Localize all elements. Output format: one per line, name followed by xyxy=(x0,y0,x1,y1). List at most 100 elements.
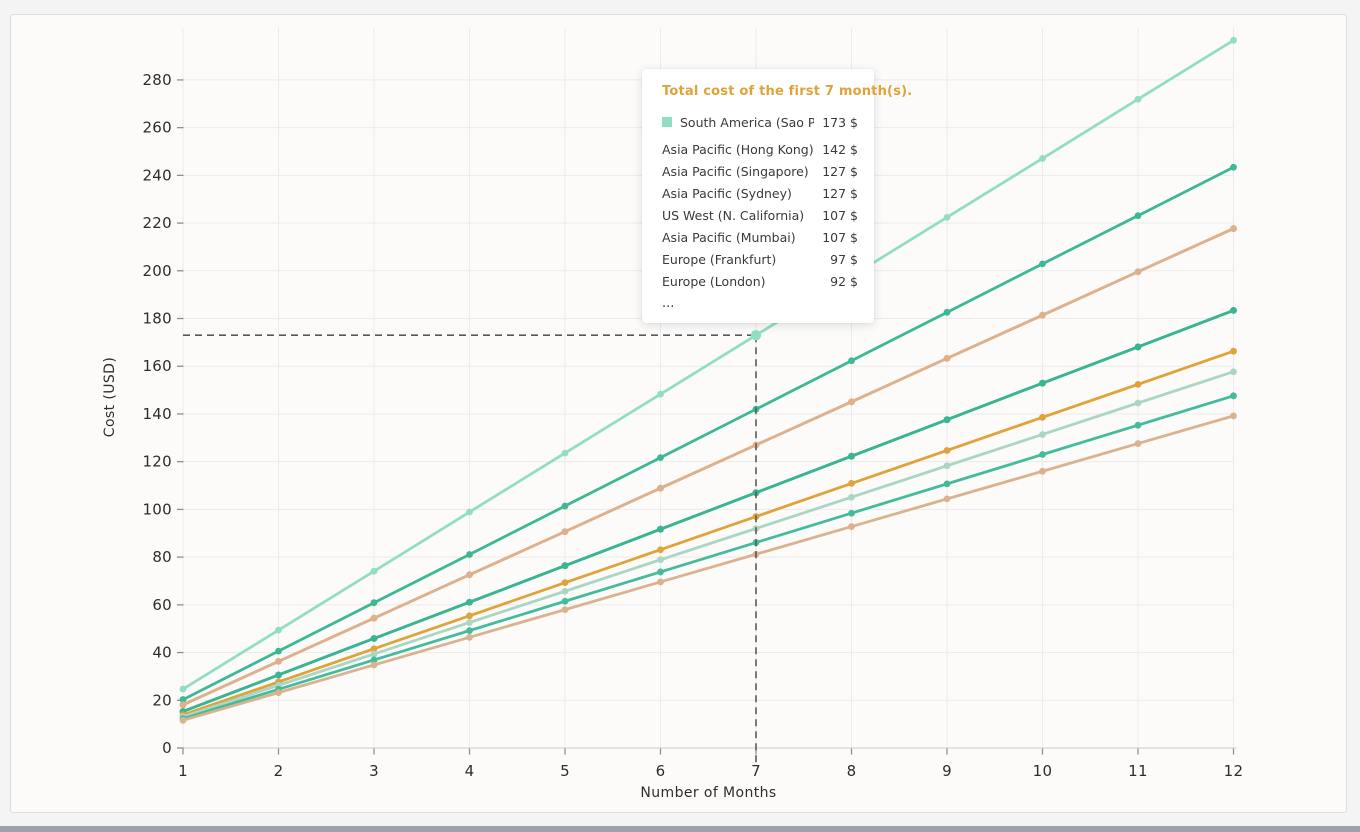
x-tick-label: 10 xyxy=(1033,762,1053,780)
tooltip-row-label: Asia Pacific (Sydney) xyxy=(662,185,792,201)
y-tick-label: 60 xyxy=(152,596,172,614)
tooltip-row-value: 142 $ xyxy=(822,141,858,157)
y-tick-label: 180 xyxy=(142,310,172,328)
series-point xyxy=(561,449,569,457)
series-point xyxy=(1134,440,1142,447)
y-tick-label: 20 xyxy=(152,691,172,709)
series-point xyxy=(370,567,378,575)
series-point xyxy=(1230,307,1237,314)
series-point xyxy=(1134,268,1142,276)
series-point xyxy=(848,398,855,406)
tooltip-row-value: 127 $ xyxy=(822,185,858,201)
series-point xyxy=(561,528,569,535)
series-point xyxy=(943,495,951,503)
y-tick-label: 280 xyxy=(142,71,172,89)
tooltip-rows: South America (Sao Paulo) 173 $ Asia Pacif… xyxy=(662,111,858,292)
series-point xyxy=(179,701,187,709)
tooltip-row-label: Asia Pacific (Hong Kong) xyxy=(662,141,814,157)
x-tick-label: 6 xyxy=(656,762,666,780)
tooltip-row-label: Europe (London) xyxy=(662,273,766,289)
series-point xyxy=(848,452,855,460)
y-tick-label: 220 xyxy=(142,214,172,232)
y-tick-label: 160 xyxy=(142,357,172,375)
series-point xyxy=(561,562,569,570)
x-tick-label: 11 xyxy=(1128,762,1148,780)
x-tick-label: 9 xyxy=(942,762,952,780)
series-point xyxy=(943,416,951,424)
series-line-9 xyxy=(181,414,1235,722)
tooltip-row-label: Asia Pacific (Singapore) xyxy=(662,163,809,179)
series-point xyxy=(179,685,187,693)
tooltip-more-indicator: ... xyxy=(662,296,675,311)
tooltip-row: Asia Pacific (Singapore) 127 $ xyxy=(662,160,858,182)
tooltip-row-value: 92 $ xyxy=(830,273,858,289)
series-point xyxy=(466,612,473,620)
series-swatch-icon xyxy=(662,117,672,127)
series-point xyxy=(466,551,473,558)
series-point xyxy=(1039,379,1046,387)
tooltip-row-value: 97 $ xyxy=(830,251,858,267)
series-point xyxy=(1230,412,1237,420)
tooltip-row-label: South America (Sao Paulo) xyxy=(680,114,815,130)
x-tick-label: 3 xyxy=(369,762,379,780)
series-point xyxy=(657,525,664,533)
x-axis-title: Number of Months xyxy=(640,785,777,801)
series-line-1 xyxy=(181,165,1235,701)
series-point xyxy=(657,390,664,398)
series-point xyxy=(1230,163,1237,171)
tooltip-row-value: 127 $ xyxy=(822,163,858,179)
series-point xyxy=(370,661,378,669)
tooltip-row: Asia Pacific (Sydney) 127 $ xyxy=(662,182,858,204)
tooltip-row-value: 173 $ xyxy=(822,114,858,130)
x-tick-label: 2 xyxy=(274,762,284,780)
window-bottom-bar xyxy=(0,826,1360,832)
series-point xyxy=(848,523,855,530)
series-point xyxy=(943,354,951,362)
series-point xyxy=(657,556,664,564)
hovered-point xyxy=(750,330,762,341)
series-point xyxy=(370,614,378,622)
series-point xyxy=(1134,399,1142,407)
tooltip-row: Europe (Frankfurt) 97 $ xyxy=(662,248,858,270)
y-tick-label: 260 xyxy=(142,119,172,137)
series-point xyxy=(370,599,378,607)
series-point xyxy=(1039,260,1046,268)
series-point xyxy=(1039,413,1046,421)
series-line-7 xyxy=(181,370,1235,719)
y-tick-label: 200 xyxy=(142,262,172,280)
series-point xyxy=(943,480,951,488)
series-point xyxy=(1134,343,1142,351)
series-point xyxy=(943,462,951,470)
y-tick-label: 0 xyxy=(162,739,172,757)
tooltip-row-label: Asia Pacific (Mumbai) xyxy=(662,229,796,245)
series-point xyxy=(561,579,569,587)
tooltip-row: South America (Sao Paulo) 173 $ xyxy=(662,111,858,133)
y-axis-title: Cost (USD) xyxy=(102,356,118,438)
series-point xyxy=(943,213,951,221)
series-point xyxy=(275,689,282,697)
series-point xyxy=(1039,467,1046,475)
series-point xyxy=(657,578,664,586)
series-point xyxy=(1230,36,1237,44)
series-point xyxy=(1039,155,1046,162)
x-tick-label: 7 xyxy=(751,762,761,780)
series-point xyxy=(370,635,378,642)
series-point xyxy=(1039,311,1046,319)
series-line-8 xyxy=(181,394,1235,721)
series-point xyxy=(466,633,473,641)
series-point xyxy=(370,650,378,658)
series-point xyxy=(848,509,855,517)
series-point xyxy=(848,493,855,501)
tooltip-row: US West (N. California) 107 $ xyxy=(662,204,858,226)
y-tick-label: 40 xyxy=(152,644,172,662)
series-point xyxy=(1230,347,1237,355)
series-point xyxy=(943,447,951,454)
x-tick-label: 5 xyxy=(560,762,570,780)
y-tick-label: 120 xyxy=(142,453,172,471)
series-point xyxy=(275,647,282,655)
series-point xyxy=(370,656,378,664)
series-line-6 xyxy=(181,349,1235,717)
series-point xyxy=(657,454,664,462)
